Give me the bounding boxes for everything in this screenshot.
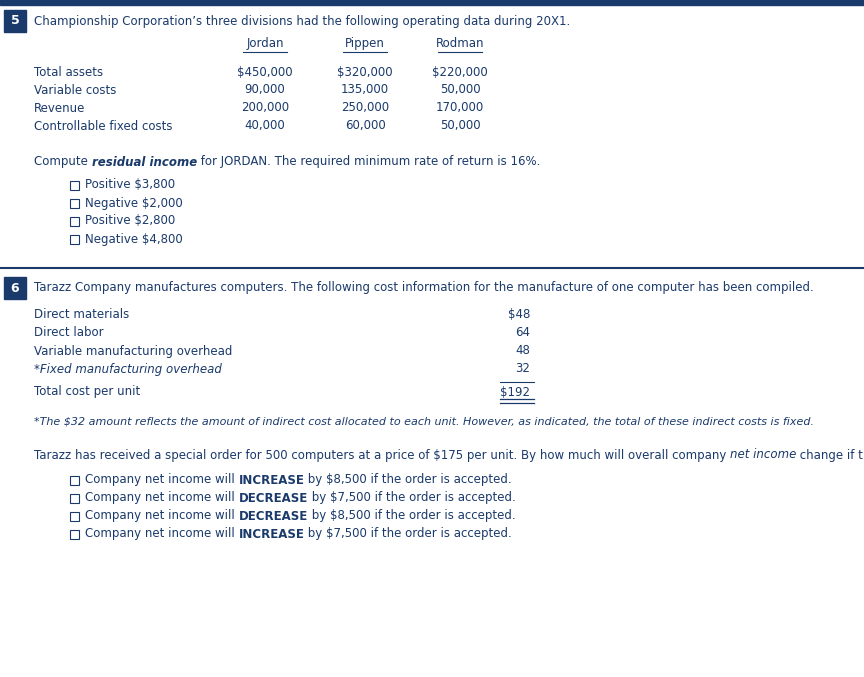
Text: Direct labor: Direct labor bbox=[34, 326, 104, 339]
Text: Variable costs: Variable costs bbox=[34, 83, 117, 97]
Bar bbox=[70, 530, 79, 539]
Bar bbox=[70, 235, 79, 244]
Text: $220,000: $220,000 bbox=[432, 66, 488, 79]
Text: 135,000: 135,000 bbox=[341, 83, 389, 97]
Text: Tarazz Company manufactures computers. The following cost information for the ma: Tarazz Company manufactures computers. T… bbox=[34, 282, 814, 294]
Bar bbox=[70, 181, 79, 190]
Text: Tarazz has received a special order for 500 computers at a price of $175 per uni: Tarazz has received a special order for … bbox=[34, 448, 730, 462]
Text: 50,000: 50,000 bbox=[440, 83, 480, 97]
Text: Compute: Compute bbox=[34, 156, 92, 169]
Text: by $8,500 if the order is accepted.: by $8,500 if the order is accepted. bbox=[308, 510, 515, 523]
Text: Rodman: Rodman bbox=[435, 37, 484, 50]
Bar bbox=[70, 494, 79, 503]
Text: Company net income will: Company net income will bbox=[85, 510, 238, 523]
Text: Jordan: Jordan bbox=[246, 37, 283, 50]
Bar bbox=[4, 277, 26, 299]
Text: *Fixed manufacturing overhead: *Fixed manufacturing overhead bbox=[34, 362, 222, 376]
Text: Pippen: Pippen bbox=[345, 37, 385, 50]
Bar bbox=[70, 512, 79, 521]
Text: 5: 5 bbox=[10, 14, 19, 28]
Text: by $7,500 if the order is accepted.: by $7,500 if the order is accepted. bbox=[308, 492, 516, 504]
Text: Revenue: Revenue bbox=[34, 102, 86, 114]
Text: Company net income will: Company net income will bbox=[85, 473, 238, 487]
Text: 64: 64 bbox=[515, 326, 530, 339]
Text: DECREASE: DECREASE bbox=[238, 510, 308, 523]
Text: $450,000: $450,000 bbox=[238, 66, 293, 79]
Text: Championship Corporation’s three divisions had the following operating data duri: Championship Corporation’s three divisio… bbox=[34, 14, 570, 28]
Text: $320,000: $320,000 bbox=[337, 66, 393, 79]
Text: Negative $4,800: Negative $4,800 bbox=[85, 232, 183, 246]
Text: 40,000: 40,000 bbox=[245, 120, 285, 133]
Text: by $7,500 if the order is accepted.: by $7,500 if the order is accepted. bbox=[304, 527, 512, 540]
Text: DECREASE: DECREASE bbox=[238, 492, 308, 504]
Text: by $8,500 if the order is accepted.: by $8,500 if the order is accepted. bbox=[304, 473, 512, 487]
Text: $48: $48 bbox=[508, 309, 530, 322]
Text: Variable manufacturing overhead: Variable manufacturing overhead bbox=[34, 345, 232, 357]
Text: 170,000: 170,000 bbox=[435, 102, 484, 114]
Text: $192: $192 bbox=[500, 385, 530, 399]
Text: Negative $2,000: Negative $2,000 bbox=[85, 196, 183, 209]
Text: *The $32 amount reflects the amount of indirect cost allocated to each unit. How: *The $32 amount reflects the amount of i… bbox=[34, 417, 814, 427]
Text: for JORDAN. The required minimum rate of return is 16%.: for JORDAN. The required minimum rate of… bbox=[197, 156, 540, 169]
Text: 32: 32 bbox=[515, 362, 530, 376]
Text: residual income: residual income bbox=[92, 156, 197, 169]
Bar bbox=[70, 217, 79, 226]
Text: INCREASE: INCREASE bbox=[238, 527, 304, 540]
Text: Total assets: Total assets bbox=[34, 66, 103, 79]
Text: 200,000: 200,000 bbox=[241, 102, 289, 114]
Text: 90,000: 90,000 bbox=[245, 83, 285, 97]
Text: Company net income will: Company net income will bbox=[85, 492, 238, 504]
Bar bbox=[0, 0, 864, 5]
Bar bbox=[70, 199, 79, 208]
Text: 48: 48 bbox=[515, 345, 530, 357]
Text: change if the order is: change if the order is bbox=[797, 448, 864, 462]
Text: 6: 6 bbox=[10, 282, 19, 294]
Text: 50,000: 50,000 bbox=[440, 120, 480, 133]
Text: net income: net income bbox=[730, 448, 797, 462]
Text: 60,000: 60,000 bbox=[345, 120, 385, 133]
Text: Total cost per unit: Total cost per unit bbox=[34, 385, 140, 399]
Text: Positive $2,800: Positive $2,800 bbox=[85, 215, 175, 227]
Text: INCREASE: INCREASE bbox=[238, 473, 304, 487]
Bar bbox=[4, 10, 26, 32]
Text: Company net income will: Company net income will bbox=[85, 527, 238, 540]
Text: 250,000: 250,000 bbox=[341, 102, 389, 114]
Bar bbox=[70, 476, 79, 485]
Text: Direct materials: Direct materials bbox=[34, 309, 130, 322]
Text: Positive $3,800: Positive $3,800 bbox=[85, 179, 175, 192]
Text: Controllable fixed costs: Controllable fixed costs bbox=[34, 120, 173, 133]
